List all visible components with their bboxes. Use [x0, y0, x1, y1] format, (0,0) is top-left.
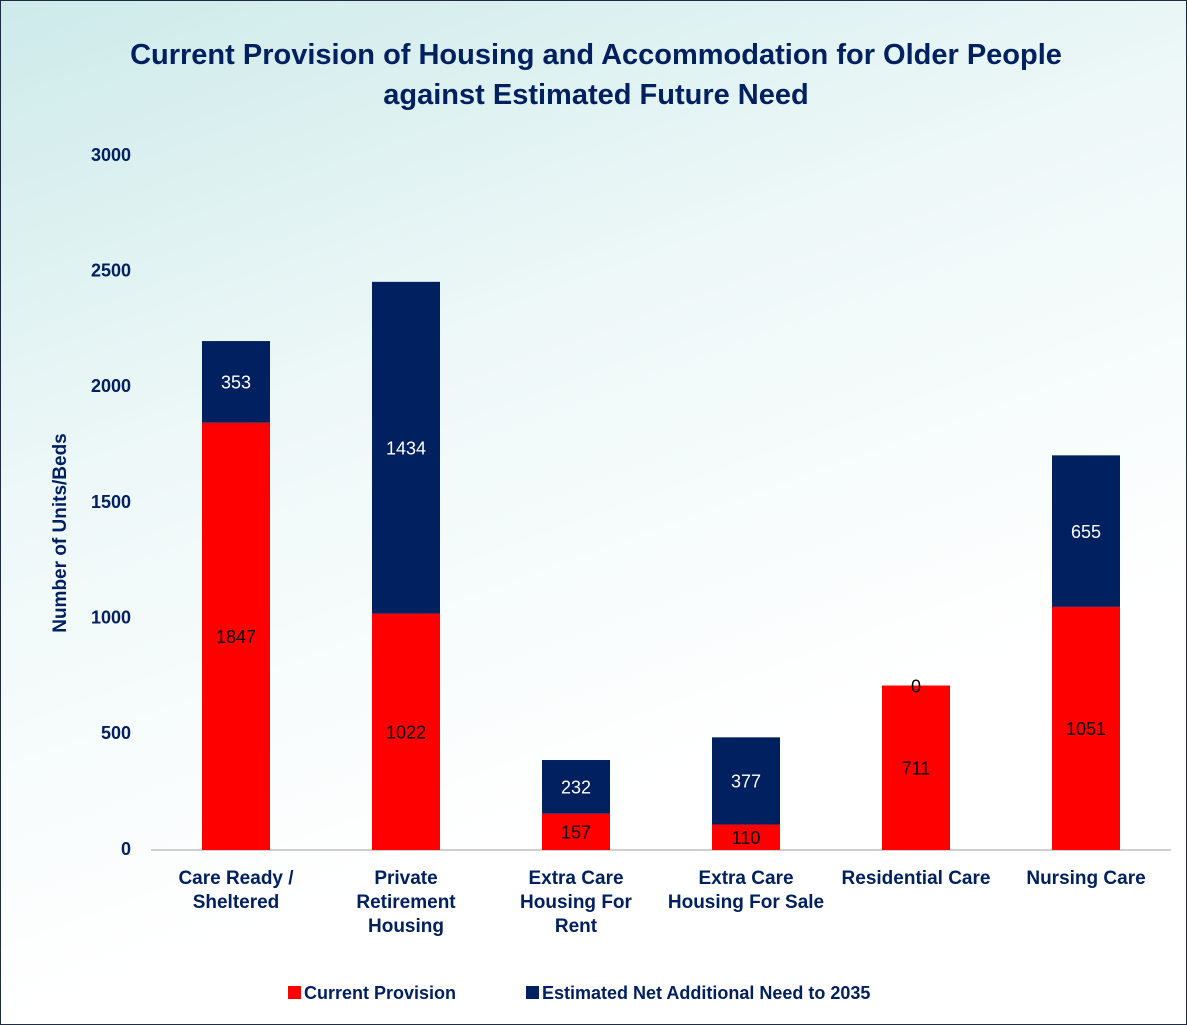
x-tick-label: Residential Care [841, 868, 991, 889]
bar-segment [372, 281, 440, 614]
y-axis-label: Number of Units/Beds [50, 433, 71, 633]
y-tick-label: 0 [121, 839, 131, 859]
data-label: 1847 [216, 627, 256, 647]
data-label: 110 [732, 828, 761, 848]
y-tick-label: 1500 [91, 492, 131, 512]
legend-swatch [288, 986, 301, 999]
x-tick-label: Extra Care Housing For Sale [667, 868, 825, 913]
bar-segment [712, 824, 780, 850]
x-tick-label: Nursing Care [1026, 868, 1146, 889]
x-tick-label: Care Ready / Sheltered [178, 868, 294, 913]
y-tick-label: 500 [101, 723, 131, 743]
data-label: 353 [221, 373, 251, 393]
data-label: 655 [1071, 522, 1101, 542]
bar-segment [202, 422, 270, 850]
data-label: 157 [561, 823, 591, 843]
bar-segment [372, 613, 440, 850]
x-tick-label: Extra Care Housing For Rent [520, 868, 632, 937]
y-tick-label: 2500 [91, 260, 131, 280]
data-label: 377 [731, 772, 761, 792]
legend-swatch [526, 986, 539, 999]
bar-segment [1052, 455, 1120, 607]
bar-segment [712, 737, 780, 825]
y-tick-label: 2000 [91, 376, 131, 396]
data-label: 232 [561, 778, 591, 798]
chart-title: Current Provision of Housing and Accommo… [130, 39, 1062, 111]
data-label: 1434 [386, 438, 426, 458]
bar-segment [882, 685, 950, 850]
x-tick-label: Private Retirement Housing [356, 868, 456, 937]
legend-label: Estimated Net Additional Need to 2035 [542, 983, 870, 1003]
bar-segment [542, 813, 610, 850]
data-label: 1051 [1066, 719, 1106, 739]
data-label: 0 [911, 676, 921, 696]
bar-segment [202, 341, 270, 423]
bar-segment [1052, 606, 1120, 850]
y-tick-label: 3000 [91, 145, 131, 165]
legend-label: Current Provision [304, 983, 456, 1003]
y-tick-label: 1000 [91, 607, 131, 627]
bar-segment [542, 760, 610, 814]
data-label: 711 [902, 759, 931, 779]
data-label: 1022 [386, 723, 426, 743]
